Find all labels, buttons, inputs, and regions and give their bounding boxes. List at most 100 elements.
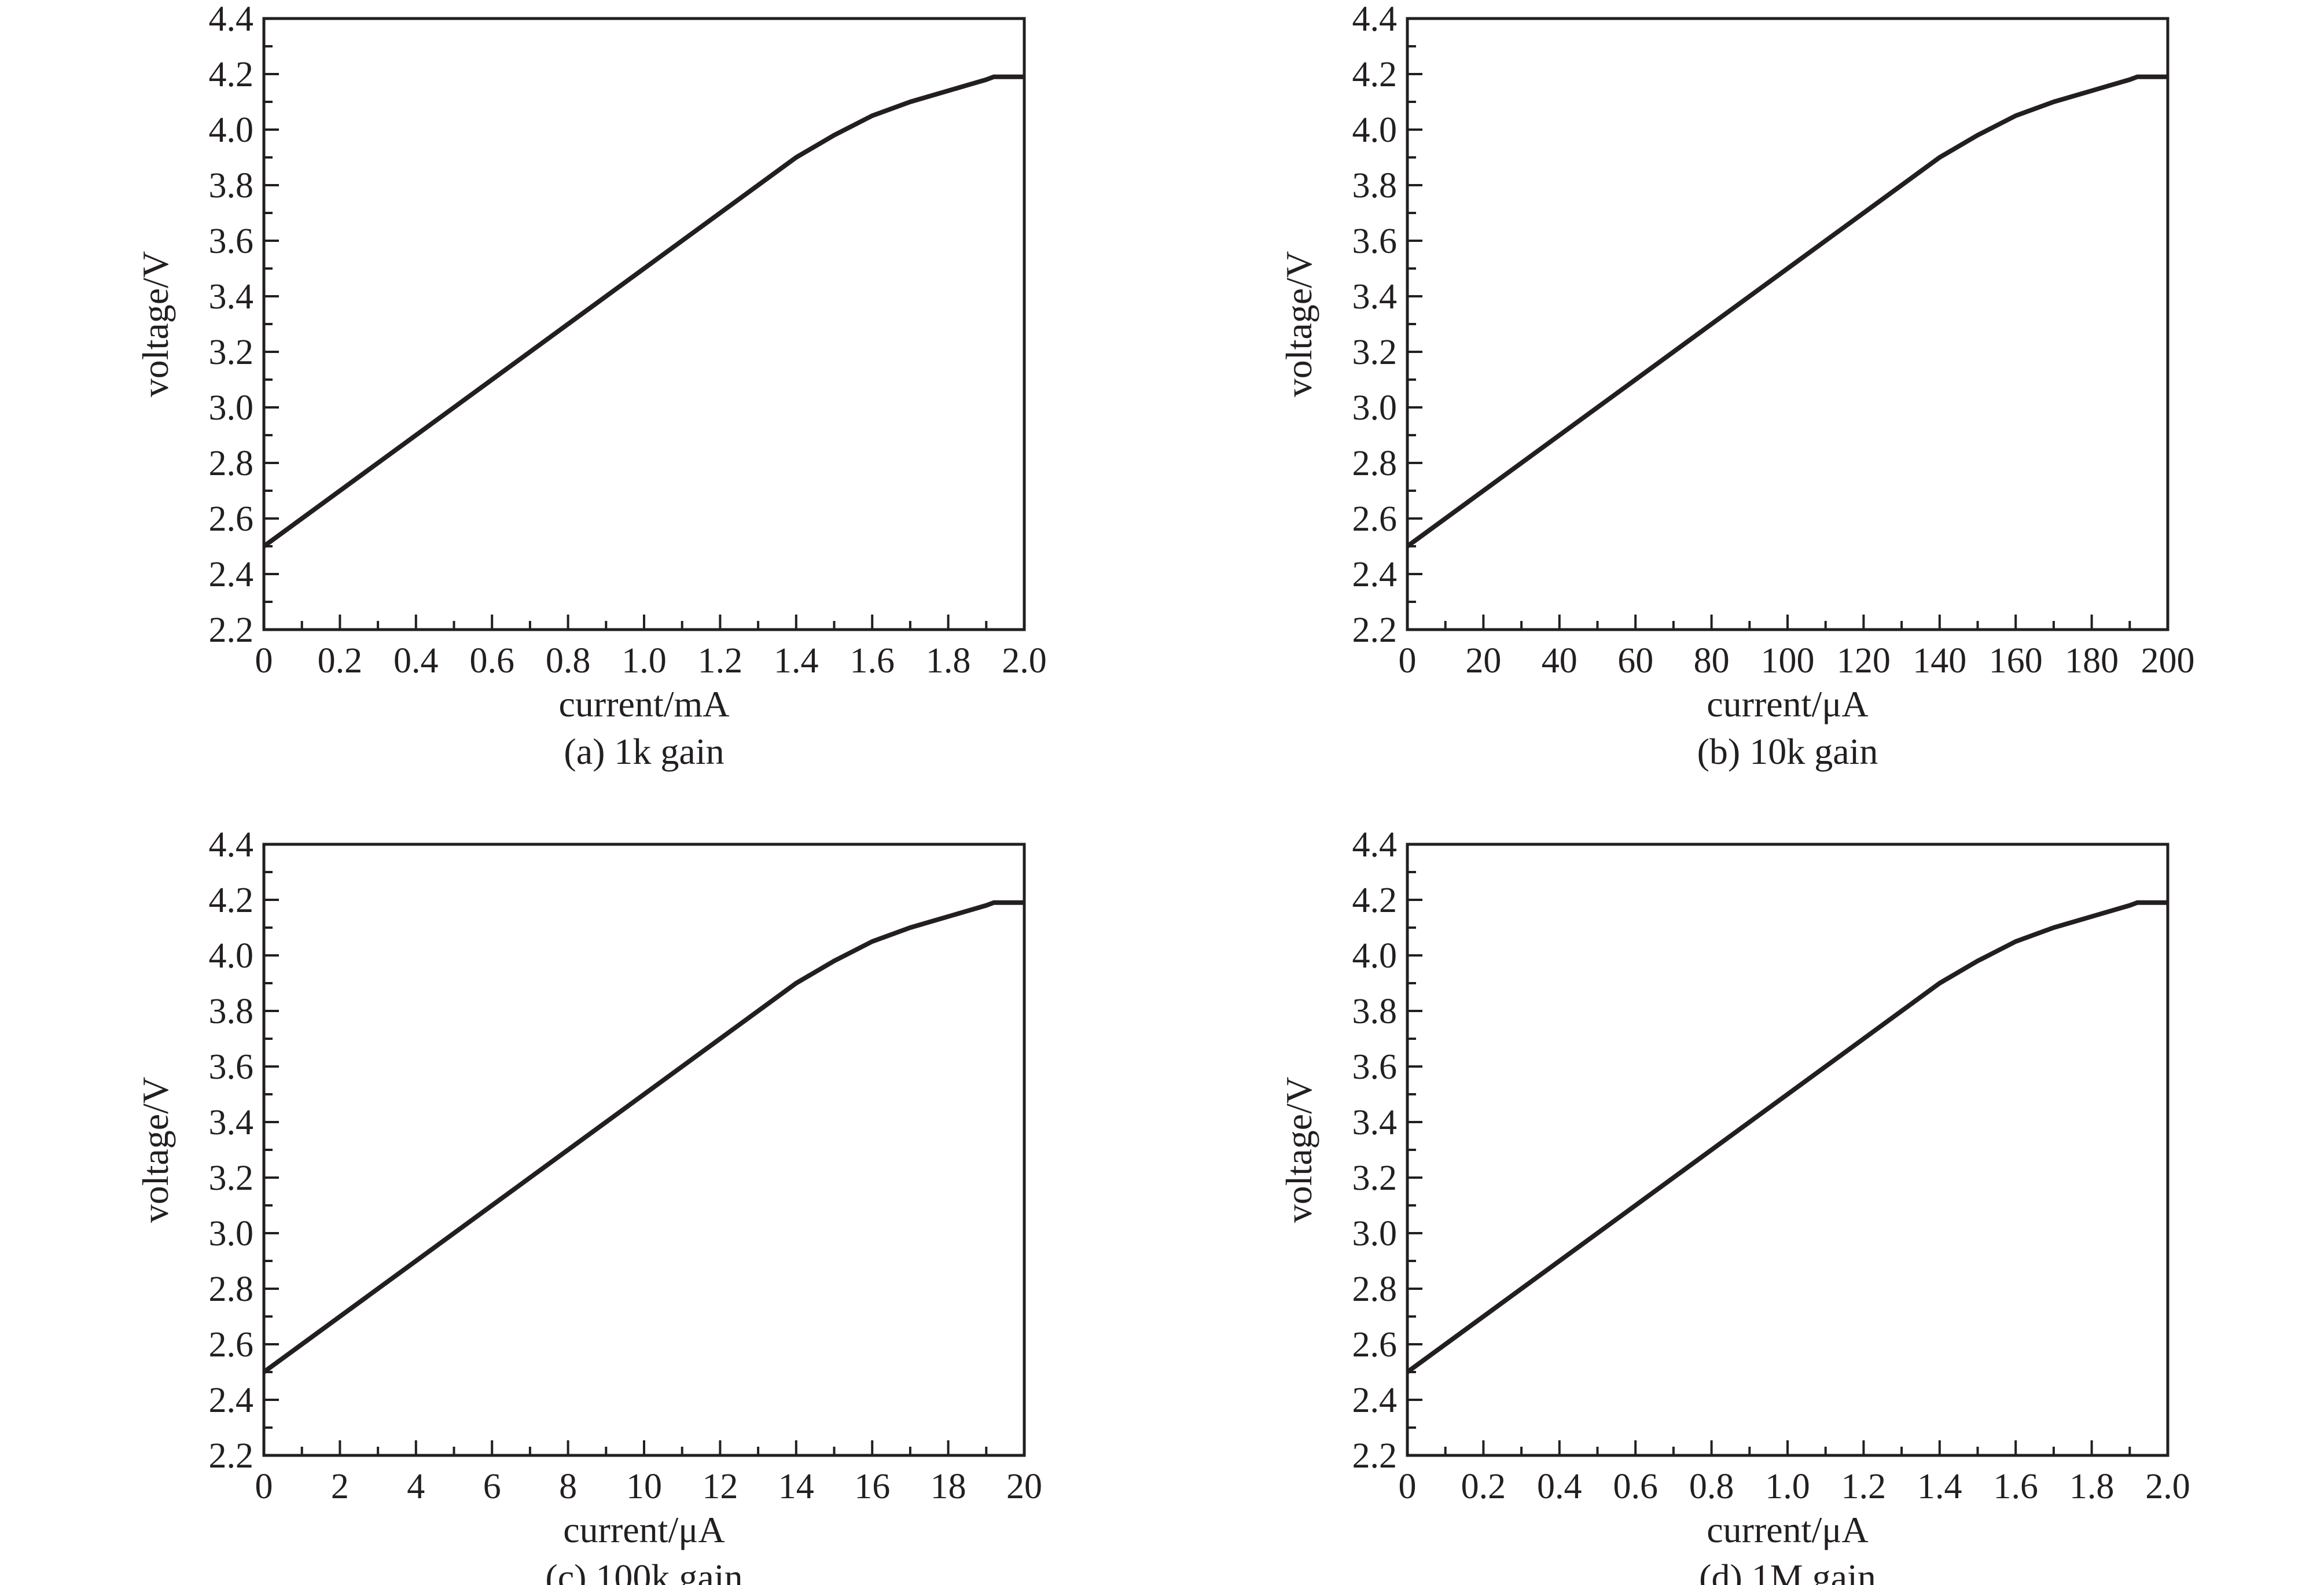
y-axis-label: voltage/V — [135, 1077, 176, 1223]
x-axis-label: current/mA — [559, 683, 730, 725]
x-tick-label: 10 — [626, 1467, 662, 1506]
y-tick-label: 2.2 — [209, 1436, 254, 1476]
x-tick-label: 8 — [559, 1467, 577, 1506]
y-tick-label: 2.4 — [209, 555, 254, 594]
x-tick-label: 1.0 — [622, 641, 667, 681]
y-tick-label: 2.8 — [209, 444, 254, 483]
x-tick-label: 1.4 — [774, 641, 819, 681]
x-tick-label: 0 — [1399, 1467, 1417, 1506]
x-tick-label: 20 — [1006, 1467, 1042, 1506]
y-tick-label: 3.8 — [1352, 166, 1398, 205]
x-tick-label: 0 — [1399, 641, 1417, 681]
x-tick-label: 0 — [255, 641, 273, 681]
x-tick-label: 0.6 — [1613, 1467, 1658, 1506]
x-tick-label: 1.2 — [1841, 1467, 1887, 1506]
x-tick-label: 40 — [1542, 641, 1577, 681]
series-line — [1406, 74, 2168, 549]
y-tick-label: 3.8 — [209, 992, 254, 1031]
plot-frame — [1406, 17, 2169, 631]
panel-caption: (a) 1k gain — [564, 731, 724, 772]
y-tick-label: 4.4 — [1352, 0, 1398, 39]
x-tick-label: 14 — [778, 1467, 814, 1506]
x-tick-label: 180 — [2065, 641, 2119, 681]
panel-caption: (b) 10k gain — [1697, 731, 1878, 772]
x-tick-label: 2 — [331, 1467, 349, 1506]
chart-panel-1: 0 0.2 0.4 0.6 0.8 1.0 1.2 1.4 1.6 1.8 2.0 2.2 2.4 2.6… — [135, 0, 1047, 772]
series-line — [262, 74, 1024, 549]
x-tick-label: 0.4 — [394, 641, 439, 681]
x-tick-label: 1.2 — [698, 641, 743, 681]
series-line — [262, 900, 1024, 1374]
y-tick-label: 4.0 — [209, 111, 254, 150]
y-tick-label: 3.4 — [209, 1103, 254, 1142]
x-tick-label: 1.0 — [1765, 1467, 1810, 1506]
x-tick-label: 1.6 — [1993, 1467, 2038, 1506]
chart-panel-4: 0 0.2 0.4 0.6 0.8 1.0 1.2 1.4 1.6 1.8 2.0 2.2 2.4 2.6… — [1278, 825, 2190, 1585]
y-tick-label: 4.4 — [209, 0, 254, 39]
y-tick-label: 2.8 — [1352, 1270, 1398, 1309]
plot-frame — [262, 843, 1026, 1457]
x-tick-label: 140 — [1913, 641, 1966, 681]
y-tick-label: 2.8 — [209, 1270, 254, 1309]
x-tick-label: 1.8 — [926, 641, 971, 681]
chart-panel-2: 0 20 40 60 80 100 120 140 160 180 200 2.2 2.4 2.6 2.8 3… — [1278, 0, 2195, 772]
x-tick-label: 2.0 — [1002, 641, 1047, 681]
series-line — [1406, 900, 2168, 1374]
x-tick-label: 4 — [407, 1467, 425, 1506]
plot-frame — [1406, 843, 2169, 1457]
y-tick-label: 3.8 — [1352, 992, 1398, 1031]
x-tick-label: 16 — [854, 1467, 890, 1506]
x-tick-label: 18 — [931, 1467, 966, 1506]
x-tick-label: 200 — [2141, 641, 2195, 681]
y-tick-label: 2.6 — [209, 499, 254, 539]
x-tick-label: 0.6 — [469, 641, 514, 681]
y-tick-label: 3.0 — [1352, 1214, 1398, 1253]
y-tick-label: 3.6 — [1352, 222, 1398, 261]
y-tick-label: 2.4 — [1352, 1381, 1398, 1420]
x-tick-label: 0 — [255, 1467, 273, 1506]
y-tick-label: 3.2 — [1352, 1159, 1398, 1198]
y-tick-label: 2.6 — [1352, 499, 1398, 539]
y-tick-label: 2.2 — [1352, 611, 1398, 650]
x-tick-label: 20 — [1465, 641, 1501, 681]
x-tick-label: 0.2 — [318, 641, 363, 681]
plot-frame — [262, 17, 1026, 631]
x-tick-label: 120 — [1837, 641, 1891, 681]
y-tick-label: 4.4 — [1352, 825, 1398, 865]
x-tick-label: 0.4 — [1537, 1467, 1582, 1506]
chart-panel-3: 0 2 4 6 8 10 12 14 16 18 20 2.2 2.4 2.6 2.8 3.0 3.2 3.4 3.… — [135, 825, 1042, 1585]
panel-caption: (c) 100k gain — [545, 1557, 742, 1585]
y-tick-label: 4.4 — [209, 825, 254, 865]
y-tick-label: 2.6 — [209, 1325, 254, 1365]
y-tick-label: 3.6 — [1352, 1047, 1398, 1087]
x-tick-label: 6 — [483, 1467, 501, 1506]
y-tick-label: 3.4 — [1352, 277, 1398, 317]
y-tick-label: 4.0 — [209, 936, 254, 976]
x-tick-label: 100 — [1761, 641, 1815, 681]
y-tick-label: 3.0 — [1352, 388, 1398, 428]
y-tick-label: 2.4 — [1352, 555, 1398, 594]
y-tick-label: 3.0 — [209, 1214, 254, 1253]
y-tick-label: 2.4 — [209, 1381, 254, 1420]
x-axis-label: current/μA — [1707, 1509, 1869, 1550]
y-tick-label: 4.2 — [1352, 881, 1398, 920]
x-tick-label: 80 — [1694, 641, 1730, 681]
x-tick-label: 1.8 — [2069, 1467, 2115, 1506]
y-axis-label: voltage/V — [1278, 1077, 1319, 1223]
y-axis-label: voltage/V — [135, 251, 176, 397]
y-tick-label: 3.6 — [209, 1047, 254, 1087]
panel-caption: (d) 1M gain — [1699, 1557, 1876, 1585]
y-tick-label: 3.4 — [1352, 1103, 1398, 1142]
y-tick-label: 2.8 — [1352, 444, 1398, 483]
y-tick-label: 2.2 — [209, 611, 254, 650]
y-tick-label: 3.2 — [209, 333, 254, 372]
y-tick-label: 2.2 — [1352, 1436, 1398, 1476]
y-tick-label: 3.2 — [1352, 333, 1398, 372]
y-axis-label: voltage/V — [1278, 251, 1319, 397]
x-tick-label: 0.8 — [546, 641, 591, 681]
x-tick-label: 1.4 — [1917, 1467, 1962, 1506]
y-tick-label: 4.0 — [1352, 936, 1398, 976]
y-tick-label: 3.2 — [209, 1159, 254, 1198]
y-tick-label: 4.2 — [209, 55, 254, 94]
